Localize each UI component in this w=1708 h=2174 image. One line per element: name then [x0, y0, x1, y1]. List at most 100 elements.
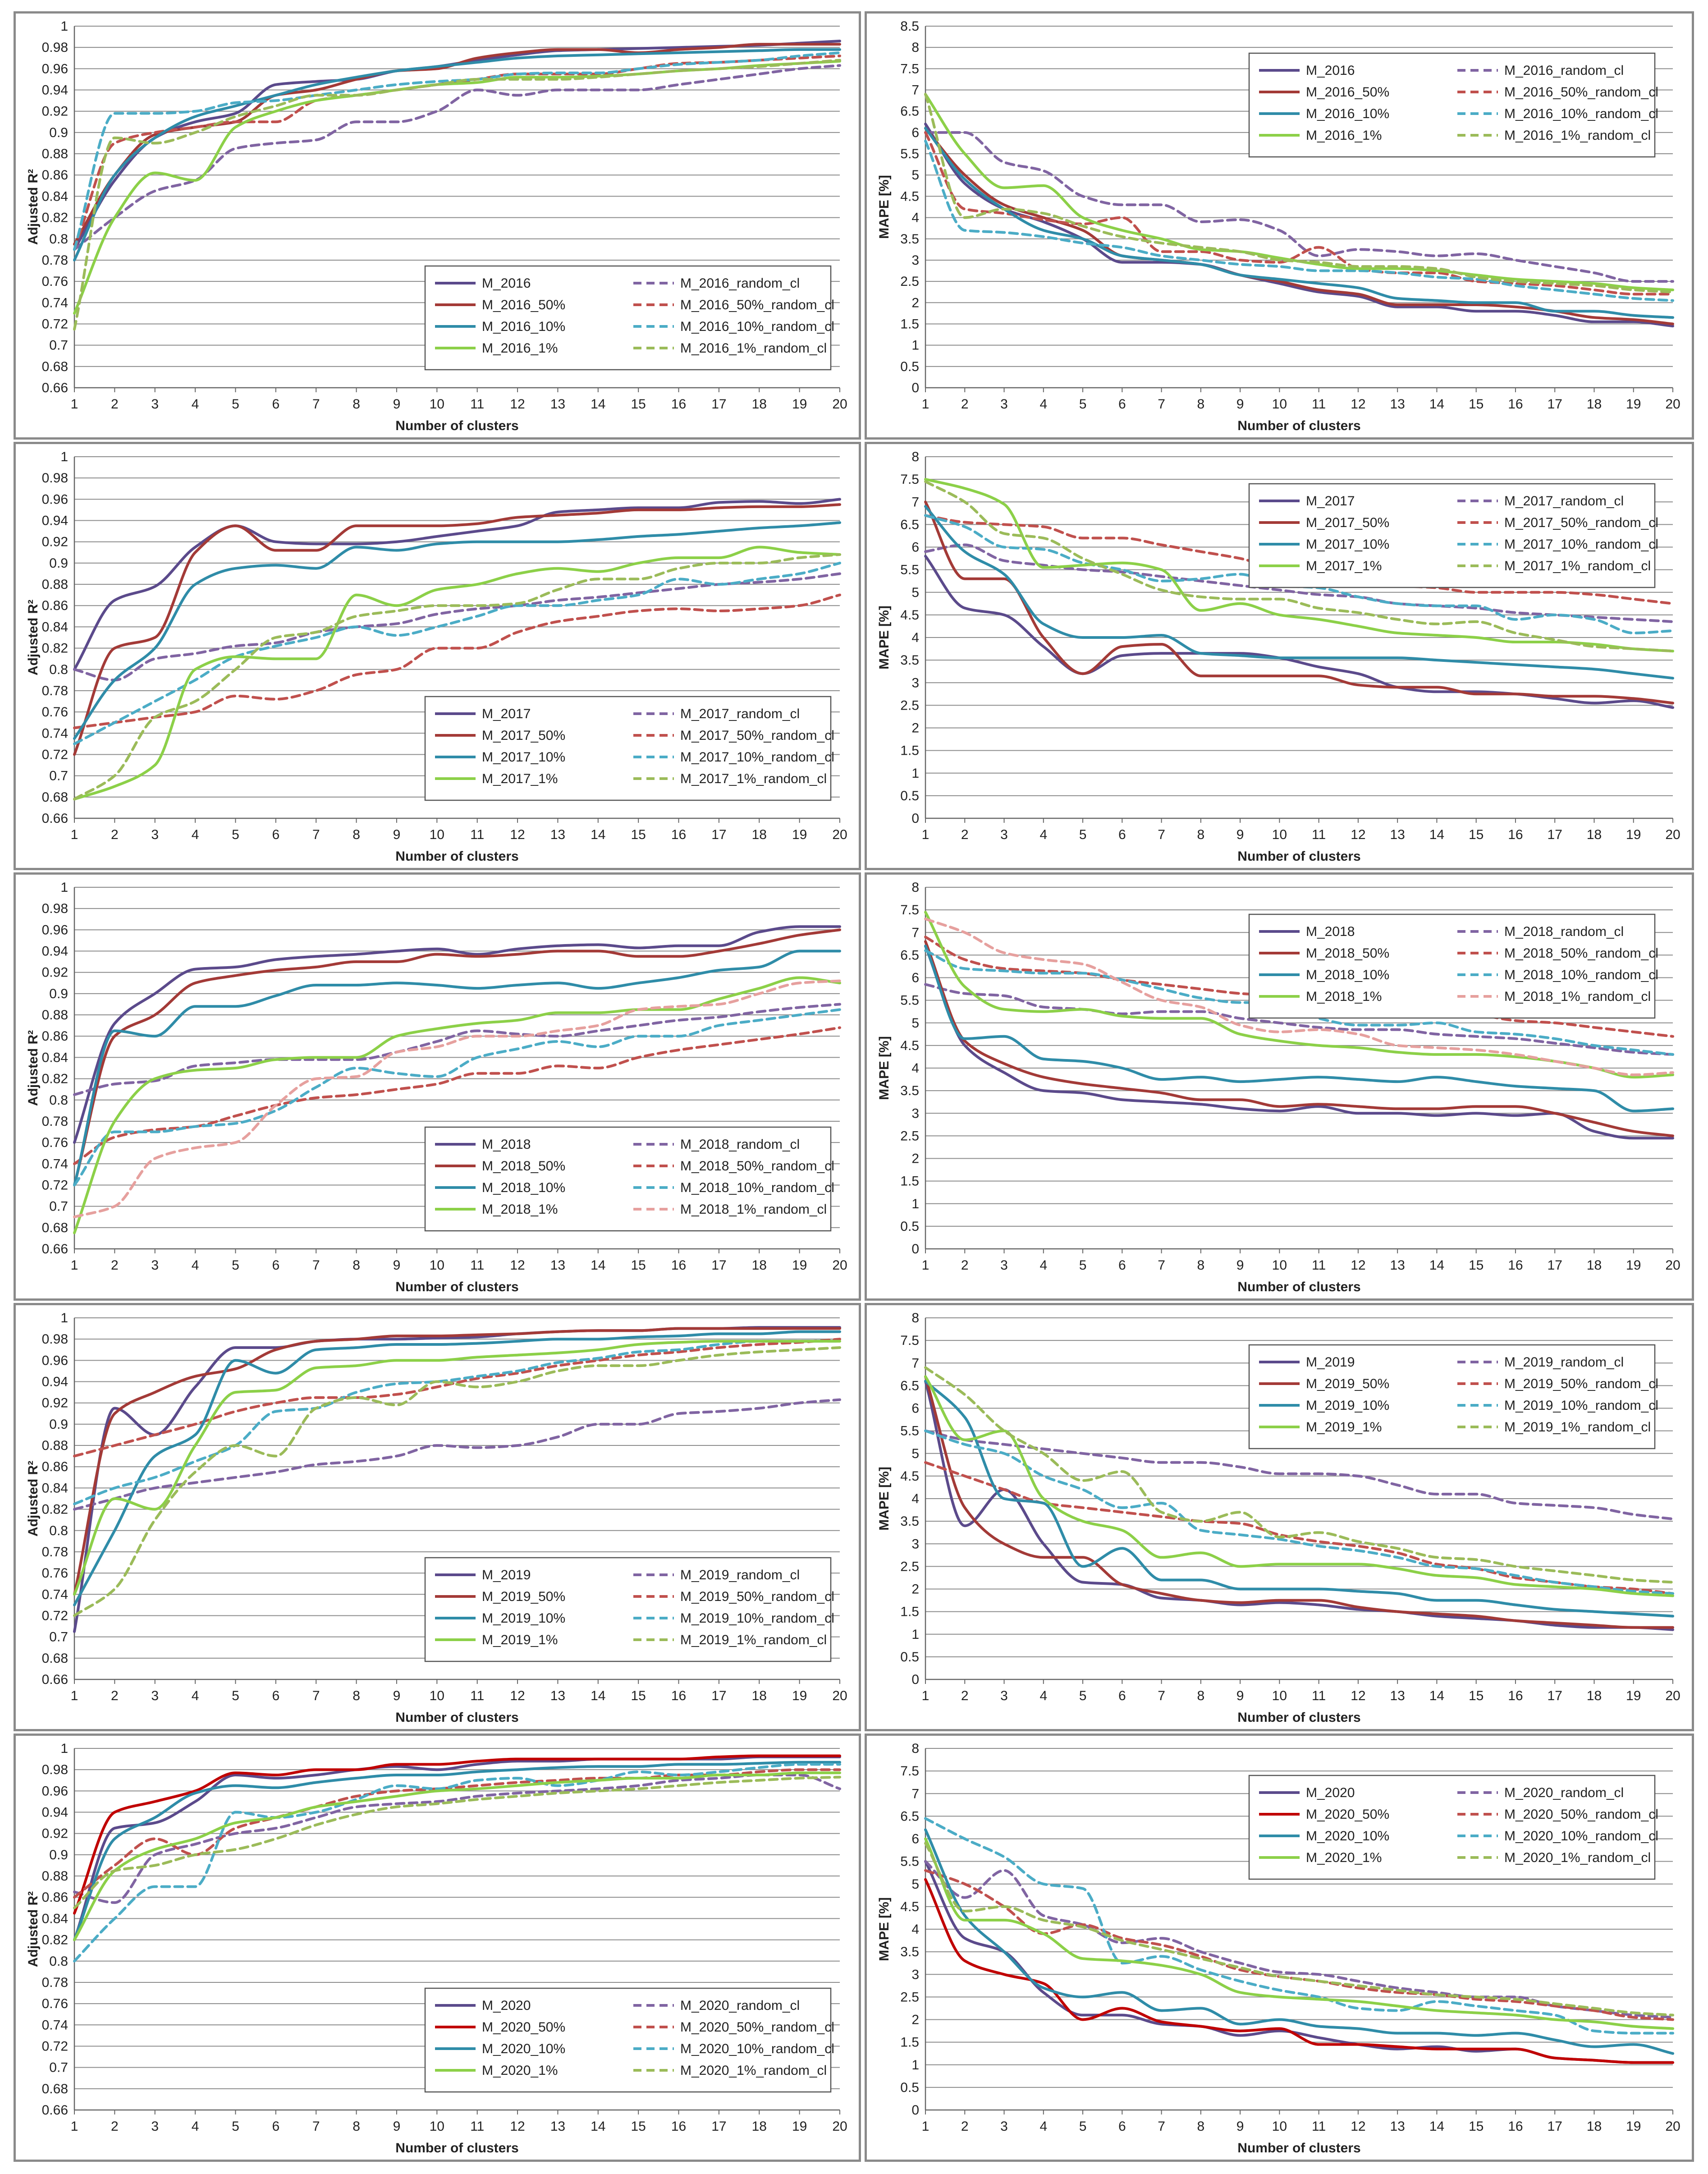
x-tick-label: 19: [1626, 827, 1641, 842]
legend-label: M_2019_1%: [1306, 1420, 1382, 1435]
x-tick-label: 11: [1312, 2119, 1326, 2134]
y-tick-label: 4: [911, 211, 919, 225]
y-tick-label: 1: [60, 1311, 68, 1325]
legend: M_2016 M_2016_random_cl M_2016_50% M_2016_5…: [1248, 52, 1658, 158]
x-tick-label: 19: [1626, 2119, 1641, 2134]
x-tick-label: 6: [272, 2119, 279, 2134]
y-tick-label: 0.5: [900, 1650, 919, 1665]
x-tick-label: 12: [510, 1688, 525, 1703]
x-tick-label: 7: [312, 397, 320, 412]
x-tick-label: 12: [1351, 397, 1365, 412]
x-tick-label: 10: [1272, 1688, 1287, 1703]
series-line-m-2020-1pct-random-cl: [924, 1842, 1674, 2017]
x-tick-label: 3: [1000, 1688, 1008, 1703]
x-tick-label: 20: [1665, 1258, 1680, 1273]
y-tick-label: 0.86: [42, 1029, 68, 1044]
legend-label: M_2016_10%: [482, 319, 565, 334]
y-tick-label: 0.88: [42, 577, 68, 592]
x-tick-label: 7: [1158, 2119, 1165, 2134]
x-tick-label: 18: [752, 397, 767, 412]
y-tick-label: 0.78: [42, 1114, 68, 1129]
x-tick-label: 1: [71, 827, 78, 842]
legend-frame: [1248, 1775, 1656, 1880]
legend-label: M_2017: [482, 706, 531, 721]
y-tick-label: 0.68: [42, 359, 68, 374]
y-tick-label: 0.8: [49, 232, 68, 247]
x-tick-label: 17: [1548, 397, 1562, 412]
y-tick-label: 0.98: [42, 901, 68, 916]
x-tick-label: 3: [1000, 397, 1008, 412]
legend: M_2018 M_2018_random_cl M_2018_50% M_2018_5…: [424, 1126, 834, 1232]
y-tick-label: 0.84: [42, 1481, 68, 1495]
y-tick-label: 0.88: [42, 147, 68, 161]
x-tick-label: 10: [430, 397, 444, 412]
x-tick-label: 6: [1118, 397, 1126, 412]
x-tick-label: 17: [1548, 1688, 1562, 1703]
series-line-m-2019-10pct: [73, 1330, 841, 1606]
y-tick-label: 0.66: [42, 381, 68, 395]
y-tick-label: 6: [911, 1401, 919, 1416]
legend-label: M_2020_random_cl: [680, 1998, 800, 2013]
x-tick-label: 4: [1039, 1688, 1047, 1703]
legend: M_2018 M_2018_random_cl M_2018_50% M_2018_5…: [1248, 913, 1658, 1019]
y-tick-label: 2.5: [900, 1990, 919, 2004]
x-axis-title: Number of clusters: [1237, 418, 1360, 433]
y-tick-label: 0.7: [49, 2060, 68, 2075]
y-tick-label: 6: [911, 971, 919, 986]
legend-label: M_2016_10%_random_cl: [680, 319, 834, 334]
y-tick-label: 0.66: [42, 2103, 68, 2118]
x-tick-label: 20: [832, 2119, 847, 2134]
x-tick-label: 4: [1039, 2119, 1047, 2134]
y-tick-label: 0.7: [49, 338, 68, 353]
x-tick-label: 18: [752, 827, 767, 842]
y-tick-label: 0.8: [49, 1093, 68, 1108]
x-tick-label: 8: [353, 827, 360, 842]
y-tick-label: 6.5: [900, 517, 919, 532]
series-line-m-2017-1pct: [73, 546, 841, 801]
legend-label: M_2019_10%_random_cl: [1504, 1398, 1658, 1413]
series-line-m-2017-50pct-random-cl: [73, 593, 841, 729]
y-tick-label: 0.92: [42, 965, 68, 980]
legend-frame: [424, 696, 832, 801]
x-tick-label: 13: [1390, 827, 1405, 842]
chart-panel-2017-r2: 0.66 0.68 0.7 0.72 0.74 0.76 0.78 0.8 0.82 0.84 0.…: [14, 442, 861, 870]
x-tick-label: 4: [192, 1258, 199, 1273]
series-line-m-2020-10pct-random-cl: [924, 1817, 1674, 2035]
x-tick-label: 3: [151, 1258, 159, 1273]
y-tick-label: 0.88: [42, 1869, 68, 1884]
x-tick-label: 1: [71, 1688, 78, 1703]
y-tick-label: 2.5: [900, 1128, 919, 1143]
x-tick-label: 2: [111, 397, 119, 412]
y-axis-title: MAPE [%]: [877, 1897, 892, 1961]
x-tick-label: 20: [832, 827, 847, 842]
chart-2019-r2: 0.66 0.68 0.7 0.72 0.74 0.76 0.78 0.8 0.82 0.84 0.…: [26, 1311, 847, 1725]
x-tick-label: 10: [430, 1688, 444, 1703]
series-line-m-2019-50pct: [924, 1375, 1674, 1629]
y-tick-label: 0.84: [42, 1911, 68, 1926]
x-tick-label: 11: [1312, 397, 1326, 412]
legend-label: M_2018: [1306, 924, 1355, 939]
y-tick-label: 0.86: [42, 1890, 68, 1905]
x-tick-label: 18: [1587, 827, 1602, 842]
series-line-m-2018-1pct-random-cl: [73, 979, 841, 1219]
y-tick-label: 0.78: [42, 683, 68, 698]
x-tick-label: 16: [1508, 827, 1523, 842]
x-tick-label: 12: [510, 2119, 525, 2134]
legend-label: M_2016_50%_random_cl: [1504, 85, 1658, 100]
y-tick-label: 8: [911, 449, 919, 464]
x-axis-title: Number of clusters: [395, 418, 518, 433]
y-tick-label: 0.72: [42, 316, 68, 331]
x-tick-label: 6: [272, 827, 279, 842]
x-tick-label: 19: [792, 2119, 807, 2134]
x-tick-label: 19: [792, 397, 807, 412]
series-line-m-2018-random-cl: [73, 1003, 841, 1096]
x-axis-title: Number of clusters: [1237, 2141, 1360, 2156]
x-tick-label: 2: [961, 827, 969, 842]
y-tick-label: 0.86: [42, 168, 68, 183]
series-line-m-2018-1pct: [73, 976, 841, 1234]
x-tick-label: 9: [1236, 1688, 1244, 1703]
series-line-m-2020-10pct: [924, 1828, 1674, 2055]
x-tick-label: 13: [550, 1258, 565, 1273]
y-tick-label: 1: [60, 1741, 68, 1756]
y-tick-label: 0.96: [42, 1784, 68, 1798]
